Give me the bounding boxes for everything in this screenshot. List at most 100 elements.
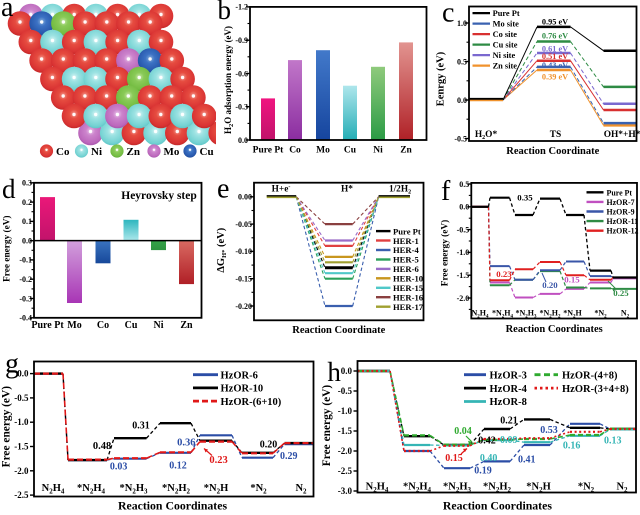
svg-text:*N2​H3​: *N2​H3​ <box>119 483 148 495</box>
svg-text:Ni: Ni <box>373 146 383 156</box>
svg-text:1/2H2: 1/2H2 <box>389 185 411 196</box>
svg-text:g: g <box>5 349 19 380</box>
svg-text:HzOR-12: HzOR-12 <box>607 227 639 236</box>
svg-text:-2.0: -2.0 <box>338 446 353 456</box>
svg-text:0.19: 0.19 <box>474 466 492 477</box>
svg-text:0.31: 0.31 <box>132 421 150 432</box>
svg-text:Co: Co <box>289 146 301 156</box>
svg-text:OH*+H*: OH*+H* <box>604 130 640 140</box>
svg-text:HER-5: HER-5 <box>393 255 419 265</box>
svg-text:Mo: Mo <box>164 146 180 158</box>
svg-text:HzOR-(4+8): HzOR-(4+8) <box>562 370 618 381</box>
svg-text:Pure Pt: Pure Pt <box>493 9 520 18</box>
svg-text:Free energy (eV): Free energy (eV) <box>440 220 451 286</box>
svg-text:-2.5: -2.5 <box>338 466 353 476</box>
svg-text:0.76 eV: 0.76 eV <box>542 31 568 40</box>
svg-text:Mo: Mo <box>316 146 330 156</box>
svg-text:0.21: 0.21 <box>500 416 518 427</box>
svg-text:a: a <box>1 0 14 23</box>
svg-text:Reaction Coordinate: Reaction Coordinate <box>292 325 385 336</box>
svg-text:HzOR-6: HzOR-6 <box>221 370 258 381</box>
svg-text:-2.0: -2.0 <box>14 466 29 476</box>
svg-text:-0.20: -0.20 <box>235 302 252 311</box>
svg-text:0.12: 0.12 <box>169 461 187 472</box>
svg-text:Zn: Zn <box>400 146 412 156</box>
svg-text:*N2​H2​: *N2​H2​ <box>539 309 561 320</box>
svg-text:*N2​H: *N2​H <box>563 309 582 320</box>
svg-text:N2​H4​: N2​H4​ <box>471 309 489 320</box>
svg-text:-1.5: -1.5 <box>338 426 353 436</box>
svg-text:HzOR-9: HzOR-9 <box>607 208 635 217</box>
svg-text:Eenrgy (eV): Eenrgy (eV) <box>436 51 447 106</box>
svg-text:Pure Pt: Pure Pt <box>31 320 64 331</box>
svg-text:-1.5: -1.5 <box>457 271 470 280</box>
svg-text:Zn: Zn <box>180 320 193 331</box>
svg-text:-0.4: -0.4 <box>19 314 32 323</box>
svg-text:0.40: 0.40 <box>480 453 498 464</box>
svg-text:HER-6: HER-6 <box>393 264 419 274</box>
svg-text:f: f <box>441 176 451 207</box>
svg-text:-0.9: -0.9 <box>235 36 248 45</box>
svg-text:0.0: 0.0 <box>17 369 29 379</box>
svg-text:Zn: Zn <box>127 146 140 158</box>
svg-text:0.15: 0.15 <box>564 275 580 285</box>
svg-text:0.48: 0.48 <box>93 441 111 452</box>
svg-text:HER-16: HER-16 <box>393 292 424 302</box>
svg-text:Mo: Mo <box>67 320 81 331</box>
svg-text:-1.2: -1.2 <box>235 3 248 12</box>
svg-text:0.03: 0.03 <box>110 461 128 472</box>
svg-text:0.0: 0.0 <box>22 236 32 245</box>
svg-text:0.95 eV: 0.95 eV <box>542 17 568 26</box>
svg-text:0.39 eV: 0.39 eV <box>542 73 568 82</box>
svg-text:0.5: 0.5 <box>459 180 469 189</box>
svg-text:Pure Pt: Pure Pt <box>393 226 421 236</box>
svg-text:*N2​H: *N2​H <box>204 483 229 495</box>
svg-text:0.3: 0.3 <box>22 179 32 188</box>
svg-text:0.36: 0.36 <box>177 438 195 449</box>
svg-text:HER-1: HER-1 <box>393 236 419 246</box>
svg-text:-2.5: -2.5 <box>14 490 29 500</box>
svg-text:-0.5: -0.5 <box>14 393 29 403</box>
svg-text:-0.5: -0.5 <box>454 134 467 143</box>
svg-text:0.2: 0.2 <box>22 198 32 207</box>
svg-text:e: e <box>217 174 229 205</box>
svg-text:-2.0: -2.0 <box>457 294 470 303</box>
svg-text:Heyrovsky step: Heyrovsky step <box>121 190 197 202</box>
svg-text:H*: H* <box>341 185 353 195</box>
svg-text:Reaction Coordinates: Reaction Coordinates <box>443 498 553 512</box>
svg-text:Ni: Ni <box>154 320 164 331</box>
svg-text:Cu site: Cu site <box>493 41 518 50</box>
svg-text:N2​H4​: N2​H4​ <box>366 482 389 494</box>
svg-text:-0.1: -0.1 <box>19 256 32 265</box>
svg-text:HzOR-7: HzOR-7 <box>607 198 635 207</box>
svg-text:HzOR-11: HzOR-11 <box>607 217 639 226</box>
svg-text:0.15: 0.15 <box>445 453 463 464</box>
svg-text:*N2​: *N2​ <box>594 309 607 320</box>
svg-text:0.20: 0.20 <box>260 440 278 451</box>
svg-text:H+e-: H+e- <box>272 185 291 195</box>
svg-text:-0.2: -0.2 <box>19 275 32 284</box>
svg-text:0.0: 0.0 <box>341 366 353 376</box>
svg-text:*N2​: *N2​ <box>250 483 267 495</box>
svg-text:0.0: 0.0 <box>457 96 467 105</box>
svg-text:Reaction Coordinate: Reaction Coordinate <box>506 146 599 157</box>
svg-text:H2O adsorption energy (eV): H2O adsorption energy (eV) <box>223 26 235 134</box>
svg-text:1.0: 1.0 <box>457 19 467 28</box>
svg-text:-1.0: -1.0 <box>338 406 353 416</box>
svg-text:Reaction Coordinates: Reaction Coordinates <box>118 498 228 512</box>
svg-text:-0.6: -0.6 <box>235 69 248 78</box>
svg-text:*N2​H4​: *N2​H4​ <box>492 309 514 320</box>
svg-text:*N2​: *N2​ <box>578 482 595 494</box>
svg-text:0.61 eV: 0.61 eV <box>542 45 568 54</box>
svg-text:Ni: Ni <box>91 146 102 158</box>
svg-text:0.0: 0.0 <box>459 203 469 212</box>
svg-text:-0.5: -0.5 <box>338 386 353 396</box>
svg-text:Cu: Cu <box>125 320 138 331</box>
svg-text:HzOR-4: HzOR-4 <box>490 384 528 395</box>
svg-text:-1.5: -1.5 <box>14 442 29 452</box>
svg-text:N2​: N2​ <box>295 483 307 495</box>
svg-text:-0.10: -0.10 <box>235 247 252 256</box>
svg-text:0.53: 0.53 <box>540 425 558 436</box>
svg-text:0.25: 0.25 <box>613 288 629 298</box>
svg-text:-0.3: -0.3 <box>19 294 32 303</box>
